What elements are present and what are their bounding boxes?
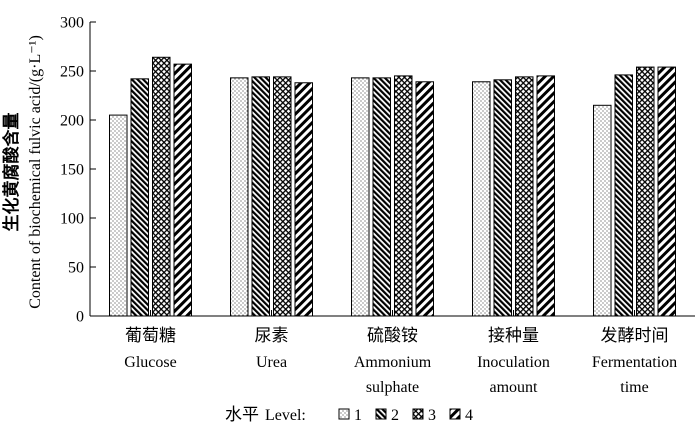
bar-series-1 (593, 104, 612, 317)
legend: 水平 Level: 1 2 3 4 (225, 405, 473, 424)
bars (109, 56, 676, 317)
bar-series-3 (273, 76, 292, 317)
x-category-label-en: Urea (256, 354, 287, 371)
bar-series-4 (294, 82, 313, 317)
y-axis-title-cn: 生化黄腐酸含量 (1, 113, 21, 232)
x-category-label-cn: 硫酸铵 (367, 326, 418, 345)
bar-series-2 (130, 78, 149, 317)
y-tick-label: 250 (60, 64, 84, 81)
bar-series-3 (152, 56, 171, 317)
x-category-label-en-line2: sulphate (366, 379, 419, 396)
bar-series-4 (415, 81, 434, 317)
legend-title-en: Level: (265, 407, 306, 424)
legend-swatch (338, 408, 350, 420)
legend-label: 4 (465, 407, 473, 424)
x-category-label-cn: 接种量 (488, 326, 539, 345)
y-tick-label: 200 (60, 113, 84, 130)
legend-title-cn: 水平 (225, 405, 259, 424)
y-axis-title-en: Content of biochemical fulvic acid/(g·L⁻… (27, 35, 44, 309)
bar-series-4 (173, 63, 192, 317)
bar-series-2 (251, 76, 270, 317)
bar-series-1 (230, 77, 249, 317)
x-category-label-cn: 尿素 (255, 326, 289, 345)
y-tick-label: 0 (76, 309, 84, 326)
x-category-label-en-line2: time (620, 379, 648, 396)
x-category-label-en: Glucose (124, 354, 176, 371)
y-axis: 0 50 100 150 200 250 300 (60, 15, 96, 326)
bar-series-4 (536, 75, 555, 317)
bar-series-4 (657, 66, 676, 317)
x-category-label-en: Ammonium (354, 354, 432, 371)
y-tick-label: 100 (60, 211, 84, 228)
x-category-label-cn: 葡萄糖 (125, 326, 176, 345)
bar-series-1 (351, 77, 370, 317)
y-tick-label: 50 (68, 260, 84, 277)
x-category-label-en: Fermentation (592, 354, 677, 371)
bar-series-1 (472, 81, 491, 317)
x-category-label-en: Inoculation (477, 354, 550, 371)
bar-series-2 (493, 79, 512, 317)
x-axis-category-labels: 葡萄糖 Glucose 尿素 Urea 硫酸铵 Ammonium sulphate 接种量 In… (124, 326, 677, 396)
x-category-label-en-line2: amount (490, 379, 539, 396)
legend-swatch (412, 408, 424, 420)
y-tick-label: 300 (60, 15, 84, 32)
bar-series-3 (636, 66, 655, 317)
legend-label: 1 (354, 407, 362, 424)
bar-series-1 (109, 114, 128, 317)
legend-swatch (375, 408, 387, 420)
y-tick-label: 150 (60, 162, 84, 179)
bar-series-3 (394, 75, 413, 317)
legend-label: 2 (391, 407, 399, 424)
bar-series-2 (372, 77, 391, 317)
x-category-label-cn: 发酵时间 (601, 326, 669, 345)
legend-label: 3 (428, 407, 436, 424)
bar-series-3 (515, 76, 534, 317)
bar-series-2 (614, 74, 633, 317)
legend-swatch (449, 408, 461, 420)
